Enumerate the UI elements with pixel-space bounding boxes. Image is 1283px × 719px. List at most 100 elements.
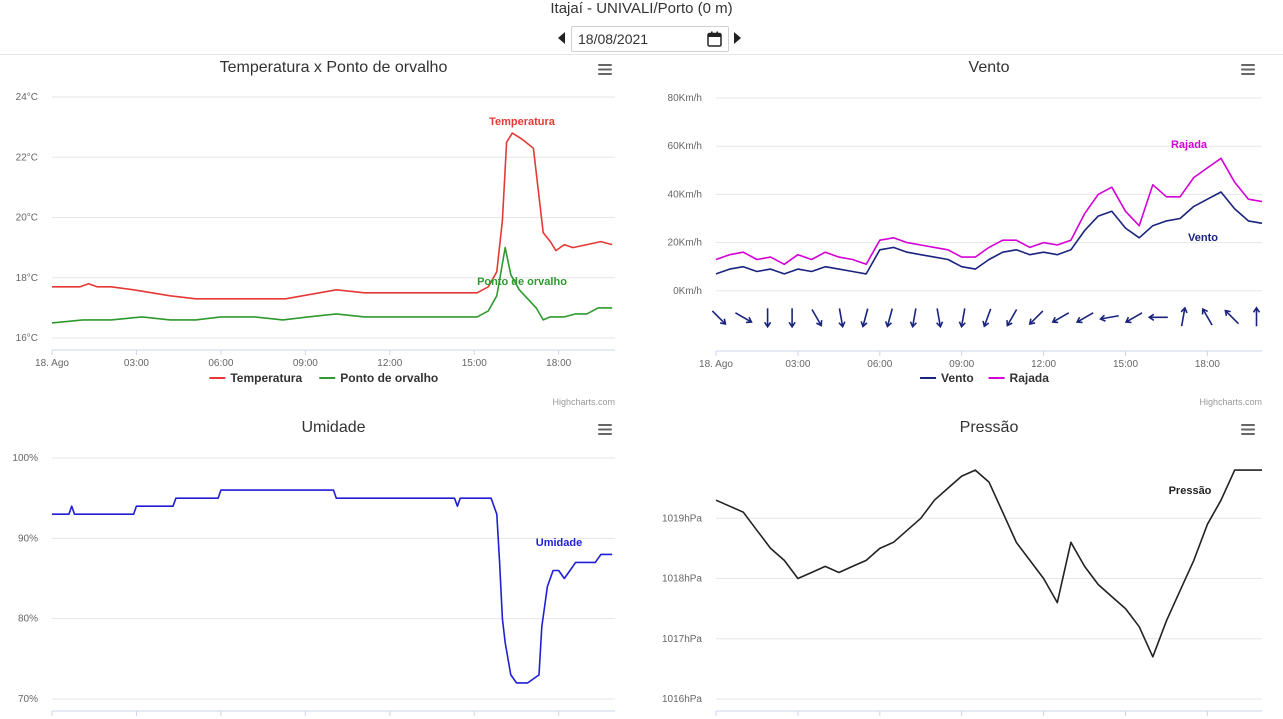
- wind-direction-arrow: [1099, 314, 1119, 322]
- caret-left-icon: [558, 32, 565, 44]
- x-tick-label: 03:00: [124, 358, 149, 369]
- arrow-head: [788, 321, 796, 329]
- series-line-0: [715, 191, 1263, 275]
- arrow-head: [745, 316, 753, 324]
- credits-link[interactable]: Highcharts.com: [1199, 397, 1262, 407]
- arrow-head: [1099, 314, 1106, 322]
- wind-direction-arrow: [735, 312, 753, 324]
- wind-svg: Vento 0Km/h 20Km/h 40Km/h 60Km/h 80Km/h 18. Ag…: [668, 59, 1263, 407]
- arrow-shaft: [1077, 312, 1094, 323]
- arrow-head: [838, 321, 846, 329]
- y-tick-label: 1018hPa: [662, 574, 702, 585]
- legend-item[interactable]: Rajada: [988, 371, 1050, 385]
- arrow-head: [1224, 309, 1231, 317]
- header: Itajaí - UNIVALI/Porto (0 m) 18/08/2021: [0, 0, 1283, 55]
- arrow-shaft: [838, 308, 844, 327]
- x-tick-label: 18. Ago: [35, 358, 69, 369]
- y-tick-label: 22°C: [16, 152, 38, 163]
- x-tick-label: 18:00: [546, 358, 571, 369]
- y-tick-label: 60Km/h: [668, 141, 702, 152]
- legend-label: Ponto de orvalho: [340, 371, 438, 385]
- menu-icon-bar: [1241, 424, 1255, 426]
- menu-icon-bar: [598, 73, 612, 75]
- calendar-icon[interactable]: [707, 31, 722, 47]
- chart-menu-button[interactable]: [598, 423, 612, 435]
- menu-icon-bar: [1241, 433, 1255, 435]
- series-line-0: [715, 469, 1262, 658]
- y-tick-label: 80Km/h: [668, 93, 702, 104]
- wind-direction-arrow: [1124, 312, 1143, 324]
- arrow-head: [1006, 320, 1013, 327]
- credits-link[interactable]: Highcharts.com: [552, 397, 615, 407]
- menu-icon-bar: [598, 424, 612, 426]
- arrow-shaft: [936, 308, 942, 327]
- chart-title: Temperatura x Ponto de orvalho: [220, 59, 448, 76]
- chart-menu-button[interactable]: [598, 63, 612, 75]
- legend-label: Temperatura: [230, 371, 302, 385]
- wind-direction-arrow: [1006, 309, 1018, 327]
- arrow-shaft: [960, 308, 966, 327]
- chart-menu-button[interactable]: [1241, 63, 1255, 75]
- x-tick-label: 18:00: [1195, 359, 1220, 370]
- series-label: Pressão: [1169, 485, 1212, 497]
- arrow-head: [1201, 307, 1209, 315]
- legend-item[interactable]: Ponto de orvalho: [319, 371, 438, 385]
- arrow-shaft: [1126, 312, 1143, 323]
- legend-item[interactable]: Vento: [920, 371, 974, 385]
- arrow-shaft: [1052, 312, 1070, 323]
- chart-menu-button[interactable]: [1241, 423, 1255, 435]
- arrow-shaft: [1202, 309, 1213, 326]
- temp-svg: Temperatura x Ponto de orvalho 16°C 18°C 20…: [16, 59, 615, 407]
- series-line-1: [715, 157, 1263, 266]
- menu-icon-bar: [1241, 68, 1255, 71]
- wind-direction-arrow: [1028, 310, 1044, 326]
- y-tick-label: 1017hPa: [662, 634, 702, 645]
- wind-direction-arrow: [1075, 312, 1094, 324]
- arrow-shaft: [1100, 314, 1119, 320]
- calendar-icon-graphic: [707, 31, 722, 47]
- legend-item[interactable]: Temperatura: [209, 371, 302, 385]
- arrow-shaft: [862, 308, 869, 327]
- legend-label: Rajada: [1010, 371, 1050, 385]
- arrow-head: [1075, 316, 1083, 324]
- arrow-shaft: [1225, 310, 1240, 325]
- date-input[interactable]: 18/08/2021: [571, 26, 729, 52]
- menu-icon-bar: [1241, 428, 1255, 431]
- x-tick-label: 15:00: [462, 358, 487, 369]
- arrow-shaft: [983, 308, 992, 327]
- wind-direction-arrow: [1252, 306, 1261, 327]
- arrow-head: [982, 320, 990, 328]
- arrow-head: [958, 321, 966, 329]
- x-tick-label: 15:00: [1113, 359, 1138, 370]
- y-tick-label: 90%: [18, 533, 38, 544]
- x-tick-label: 03:00: [785, 359, 810, 370]
- series-label: Umidade: [536, 537, 582, 549]
- x-tick-label: 09:00: [293, 358, 318, 369]
- legend-label: Vento: [941, 371, 974, 385]
- chart-title: Umidade: [301, 419, 365, 436]
- menu-icon-bar: [1241, 64, 1255, 66]
- arrow-head: [816, 320, 823, 327]
- next-day-button[interactable]: [730, 30, 744, 46]
- temperature-chart: Temperatura x Ponto de orvalho 16°C 18°C 20…: [0, 54, 640, 414]
- arrow-head: [1051, 316, 1059, 324]
- arrow-head: [1147, 313, 1155, 321]
- series-line-0: [52, 132, 613, 300]
- arrow-head: [884, 321, 893, 328]
- x-tick-label: 06:00: [867, 359, 892, 370]
- date-navigator: 18/08/2021: [555, 26, 745, 52]
- wind-chart: Vento 0Km/h 20Km/h 40Km/h 60Km/h 80Km/h 18. Ag…: [642, 54, 1283, 414]
- y-tick-label: 100%: [12, 453, 38, 464]
- wind-direction-arrow: [1201, 307, 1213, 326]
- x-tick-label: 06:00: [208, 358, 233, 369]
- arrow-head: [1028, 318, 1036, 326]
- x-tick-label: 18. Ago: [699, 359, 733, 370]
- previous-day-button[interactable]: [555, 30, 569, 46]
- x-tick-label: 09:00: [949, 359, 974, 370]
- y-tick-label: 1016hPa: [662, 694, 702, 705]
- wind-direction-arrow: [763, 308, 772, 329]
- y-tick-label: 40Km/h: [668, 189, 702, 200]
- arrow-head: [1252, 306, 1261, 313]
- wind-direction-arrow: [884, 308, 894, 328]
